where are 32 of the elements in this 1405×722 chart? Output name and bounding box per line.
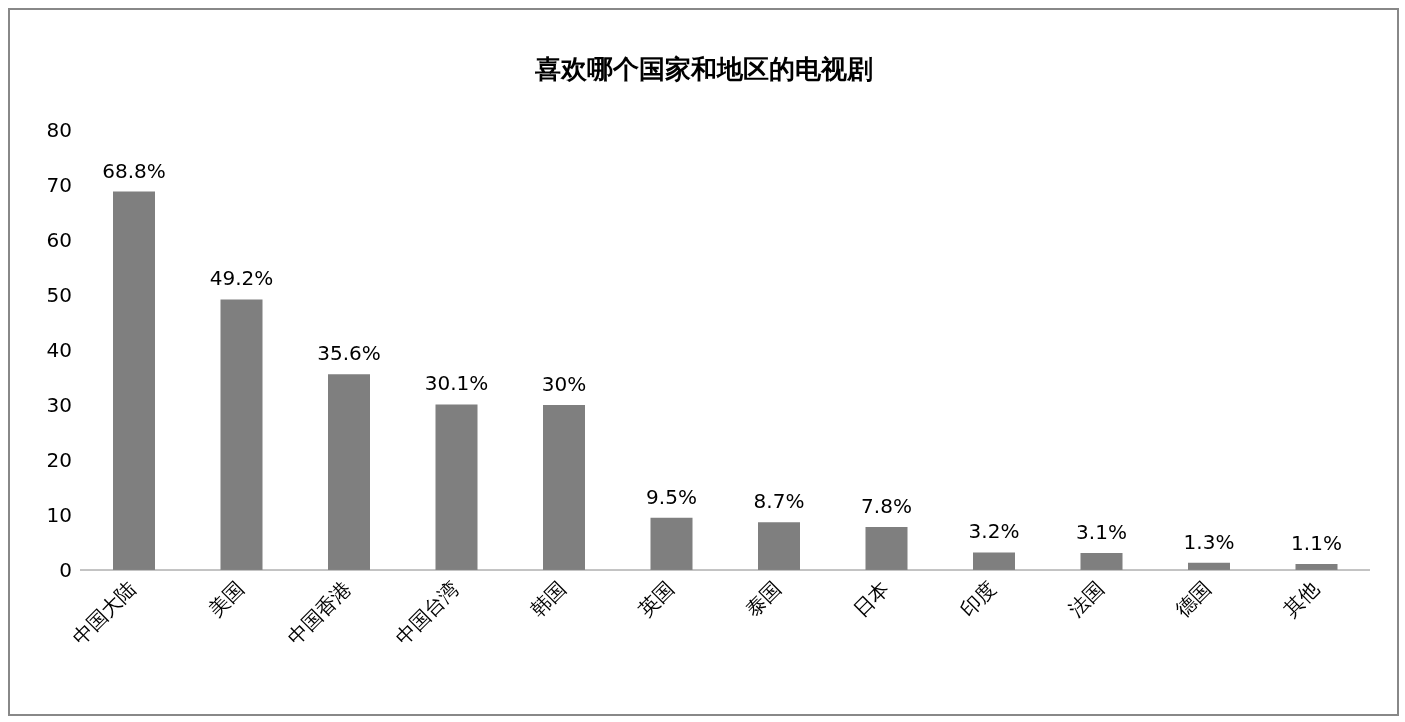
x-tick-label: 中国台湾: [390, 576, 464, 650]
y-tick-label: 60: [46, 228, 72, 253]
x-tick-label: 法国: [1063, 576, 1109, 622]
chart-title: 喜欢哪个国家和地区的电视剧: [533, 53, 874, 86]
x-tick-label: 泰国: [740, 576, 787, 622]
y-tick-label: 50: [46, 283, 72, 308]
y-tick-label: 70: [46, 173, 72, 198]
data-label: 9.5%: [646, 484, 697, 509]
y-tick-label: 20: [46, 448, 72, 473]
data-label: 68.8%: [102, 158, 166, 183]
x-tick-label: 韩国: [525, 576, 572, 622]
data-label: 3.1%: [1076, 519, 1127, 544]
data-label: 7.8%: [861, 494, 912, 519]
data-label: 49.2%: [209, 266, 274, 291]
y-tick-label: 10: [46, 503, 72, 528]
y-tick-label: 80: [46, 118, 72, 143]
x-tick-label: 其他: [1278, 576, 1324, 622]
x-tick-label: 德国: [1170, 576, 1217, 622]
x-tick-label: 美国: [203, 576, 249, 622]
y-tick-label: 30: [46, 393, 72, 418]
data-label: 30%: [541, 372, 587, 396]
x-tick-label: 中国香港: [282, 576, 357, 650]
data-label: 3.2%: [968, 519, 1020, 544]
data-label: 1.3%: [1183, 529, 1235, 554]
data-label: 1.1%: [1291, 530, 1342, 555]
data-label: 30.1%: [424, 371, 489, 396]
x-tick-label: 英国: [633, 576, 679, 622]
x-tick-label: 印度: [955, 576, 1002, 622]
data-label: 35.6%: [317, 341, 381, 366]
y-tick-label: 40: [46, 338, 72, 363]
data-label: 8.7%: [753, 489, 805, 514]
x-tick-label: 日本: [848, 576, 894, 622]
